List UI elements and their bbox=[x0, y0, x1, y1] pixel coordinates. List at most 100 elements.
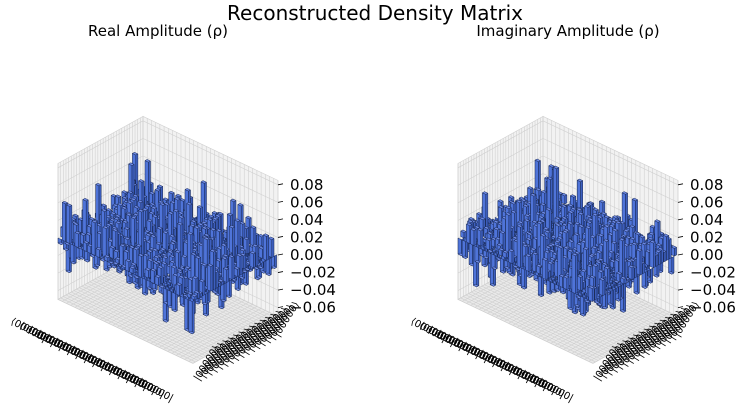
density-bar bbox=[105, 227, 109, 259]
density-bar bbox=[109, 246, 114, 260]
density-bar bbox=[143, 229, 151, 233]
floor-grid-line bbox=[175, 308, 262, 356]
density-bar bbox=[109, 245, 116, 249]
z-tick-label: −0.02 bbox=[290, 264, 336, 282]
density-bar bbox=[82, 240, 90, 244]
density-bar bbox=[163, 202, 170, 206]
density-bar bbox=[102, 226, 107, 259]
z-grid-line bbox=[57, 138, 279, 203]
density-bar bbox=[93, 263, 101, 267]
density-bar bbox=[136, 199, 144, 204]
density-bar bbox=[229, 279, 232, 299]
density-bar bbox=[114, 194, 122, 198]
density-bar bbox=[151, 214, 159, 218]
density-bar bbox=[115, 220, 122, 225]
z-grid-line bbox=[57, 155, 279, 221]
density-bar bbox=[477, 229, 482, 247]
density-bar bbox=[213, 250, 216, 291]
density-bar bbox=[92, 266, 99, 270]
density-bar bbox=[171, 291, 176, 313]
z-tick-mark bbox=[277, 218, 284, 221]
density-bar bbox=[83, 259, 91, 263]
density-bar bbox=[131, 152, 139, 156]
density-bar bbox=[179, 283, 182, 297]
z-tick-mark bbox=[277, 271, 284, 273]
density-bar bbox=[72, 222, 80, 226]
density-bar bbox=[239, 254, 243, 276]
density-bar bbox=[57, 241, 65, 245]
density-bar bbox=[130, 197, 137, 201]
density-bar bbox=[102, 225, 109, 229]
density-bar bbox=[95, 246, 103, 251]
floor-grid-line bbox=[171, 306, 258, 354]
density-bar bbox=[65, 269, 73, 273]
density-bar bbox=[175, 193, 182, 198]
density-bar bbox=[243, 254, 247, 270]
density-bar bbox=[157, 200, 165, 204]
density-bar bbox=[130, 216, 135, 248]
density-bar bbox=[150, 269, 155, 284]
density-bar bbox=[268, 237, 273, 258]
density-bar bbox=[148, 211, 156, 215]
density-bar bbox=[188, 299, 193, 335]
density-bar bbox=[466, 223, 471, 244]
density-bar bbox=[141, 254, 144, 279]
z-tick-mark bbox=[277, 200, 284, 203]
floor-grid-line bbox=[167, 304, 253, 352]
density-bar bbox=[266, 234, 269, 261]
density-bar bbox=[489, 239, 492, 251]
density-bar bbox=[114, 214, 122, 218]
density-bar bbox=[207, 264, 212, 292]
density-bar bbox=[138, 179, 145, 183]
real-bars bbox=[57, 152, 278, 335]
floor-grid-line bbox=[180, 310, 266, 358]
density-bar bbox=[103, 268, 110, 272]
real-amplitude-title: Real Amplitude (ρ) bbox=[88, 22, 228, 40]
density-bar bbox=[121, 196, 129, 200]
density-bar bbox=[105, 208, 113, 212]
density-bar bbox=[219, 259, 222, 275]
imag-amplitude-title: Imaginary Amplitude (ρ) bbox=[476, 22, 659, 40]
density-bar bbox=[249, 251, 254, 269]
density-bar bbox=[524, 267, 528, 290]
density-bar bbox=[516, 225, 521, 268]
density-bar bbox=[126, 190, 134, 194]
density-bar bbox=[121, 220, 129, 224]
density-bar bbox=[109, 211, 117, 215]
z-tick-mark bbox=[277, 288, 284, 291]
density-bar bbox=[165, 232, 169, 252]
floor-grid-line bbox=[159, 300, 245, 348]
density-bar bbox=[79, 232, 87, 236]
density-bar bbox=[188, 278, 192, 294]
density-bar bbox=[78, 232, 81, 249]
density-bar bbox=[147, 231, 155, 235]
density-bar bbox=[91, 219, 98, 224]
density-bar bbox=[132, 194, 139, 198]
density-bar bbox=[485, 238, 490, 251]
density-bar bbox=[61, 201, 66, 242]
z-tick-mark bbox=[277, 236, 284, 238]
density-bar bbox=[215, 270, 219, 289]
density-bar bbox=[74, 230, 81, 235]
density-bar bbox=[271, 238, 275, 258]
density-bar bbox=[123, 226, 131, 230]
density-bar bbox=[105, 223, 113, 227]
z-tick-label: 0.08 bbox=[290, 176, 323, 194]
z-tick-label: 0.06 bbox=[290, 193, 323, 211]
density-bar bbox=[226, 268, 230, 283]
density-bar bbox=[185, 277, 189, 289]
density-bar bbox=[119, 244, 124, 267]
density-bar bbox=[61, 200, 69, 205]
density-bar bbox=[144, 240, 147, 255]
density-bar bbox=[133, 205, 140, 209]
z-tick-label: −0.04 bbox=[290, 281, 336, 299]
density-bar bbox=[70, 261, 77, 265]
density-bar bbox=[62, 247, 70, 251]
density-bar bbox=[470, 228, 475, 246]
density-bar bbox=[105, 215, 112, 219]
density-bar bbox=[91, 220, 96, 256]
density-bar bbox=[191, 299, 195, 335]
density-bar bbox=[113, 249, 120, 253]
density-bar bbox=[95, 182, 102, 187]
